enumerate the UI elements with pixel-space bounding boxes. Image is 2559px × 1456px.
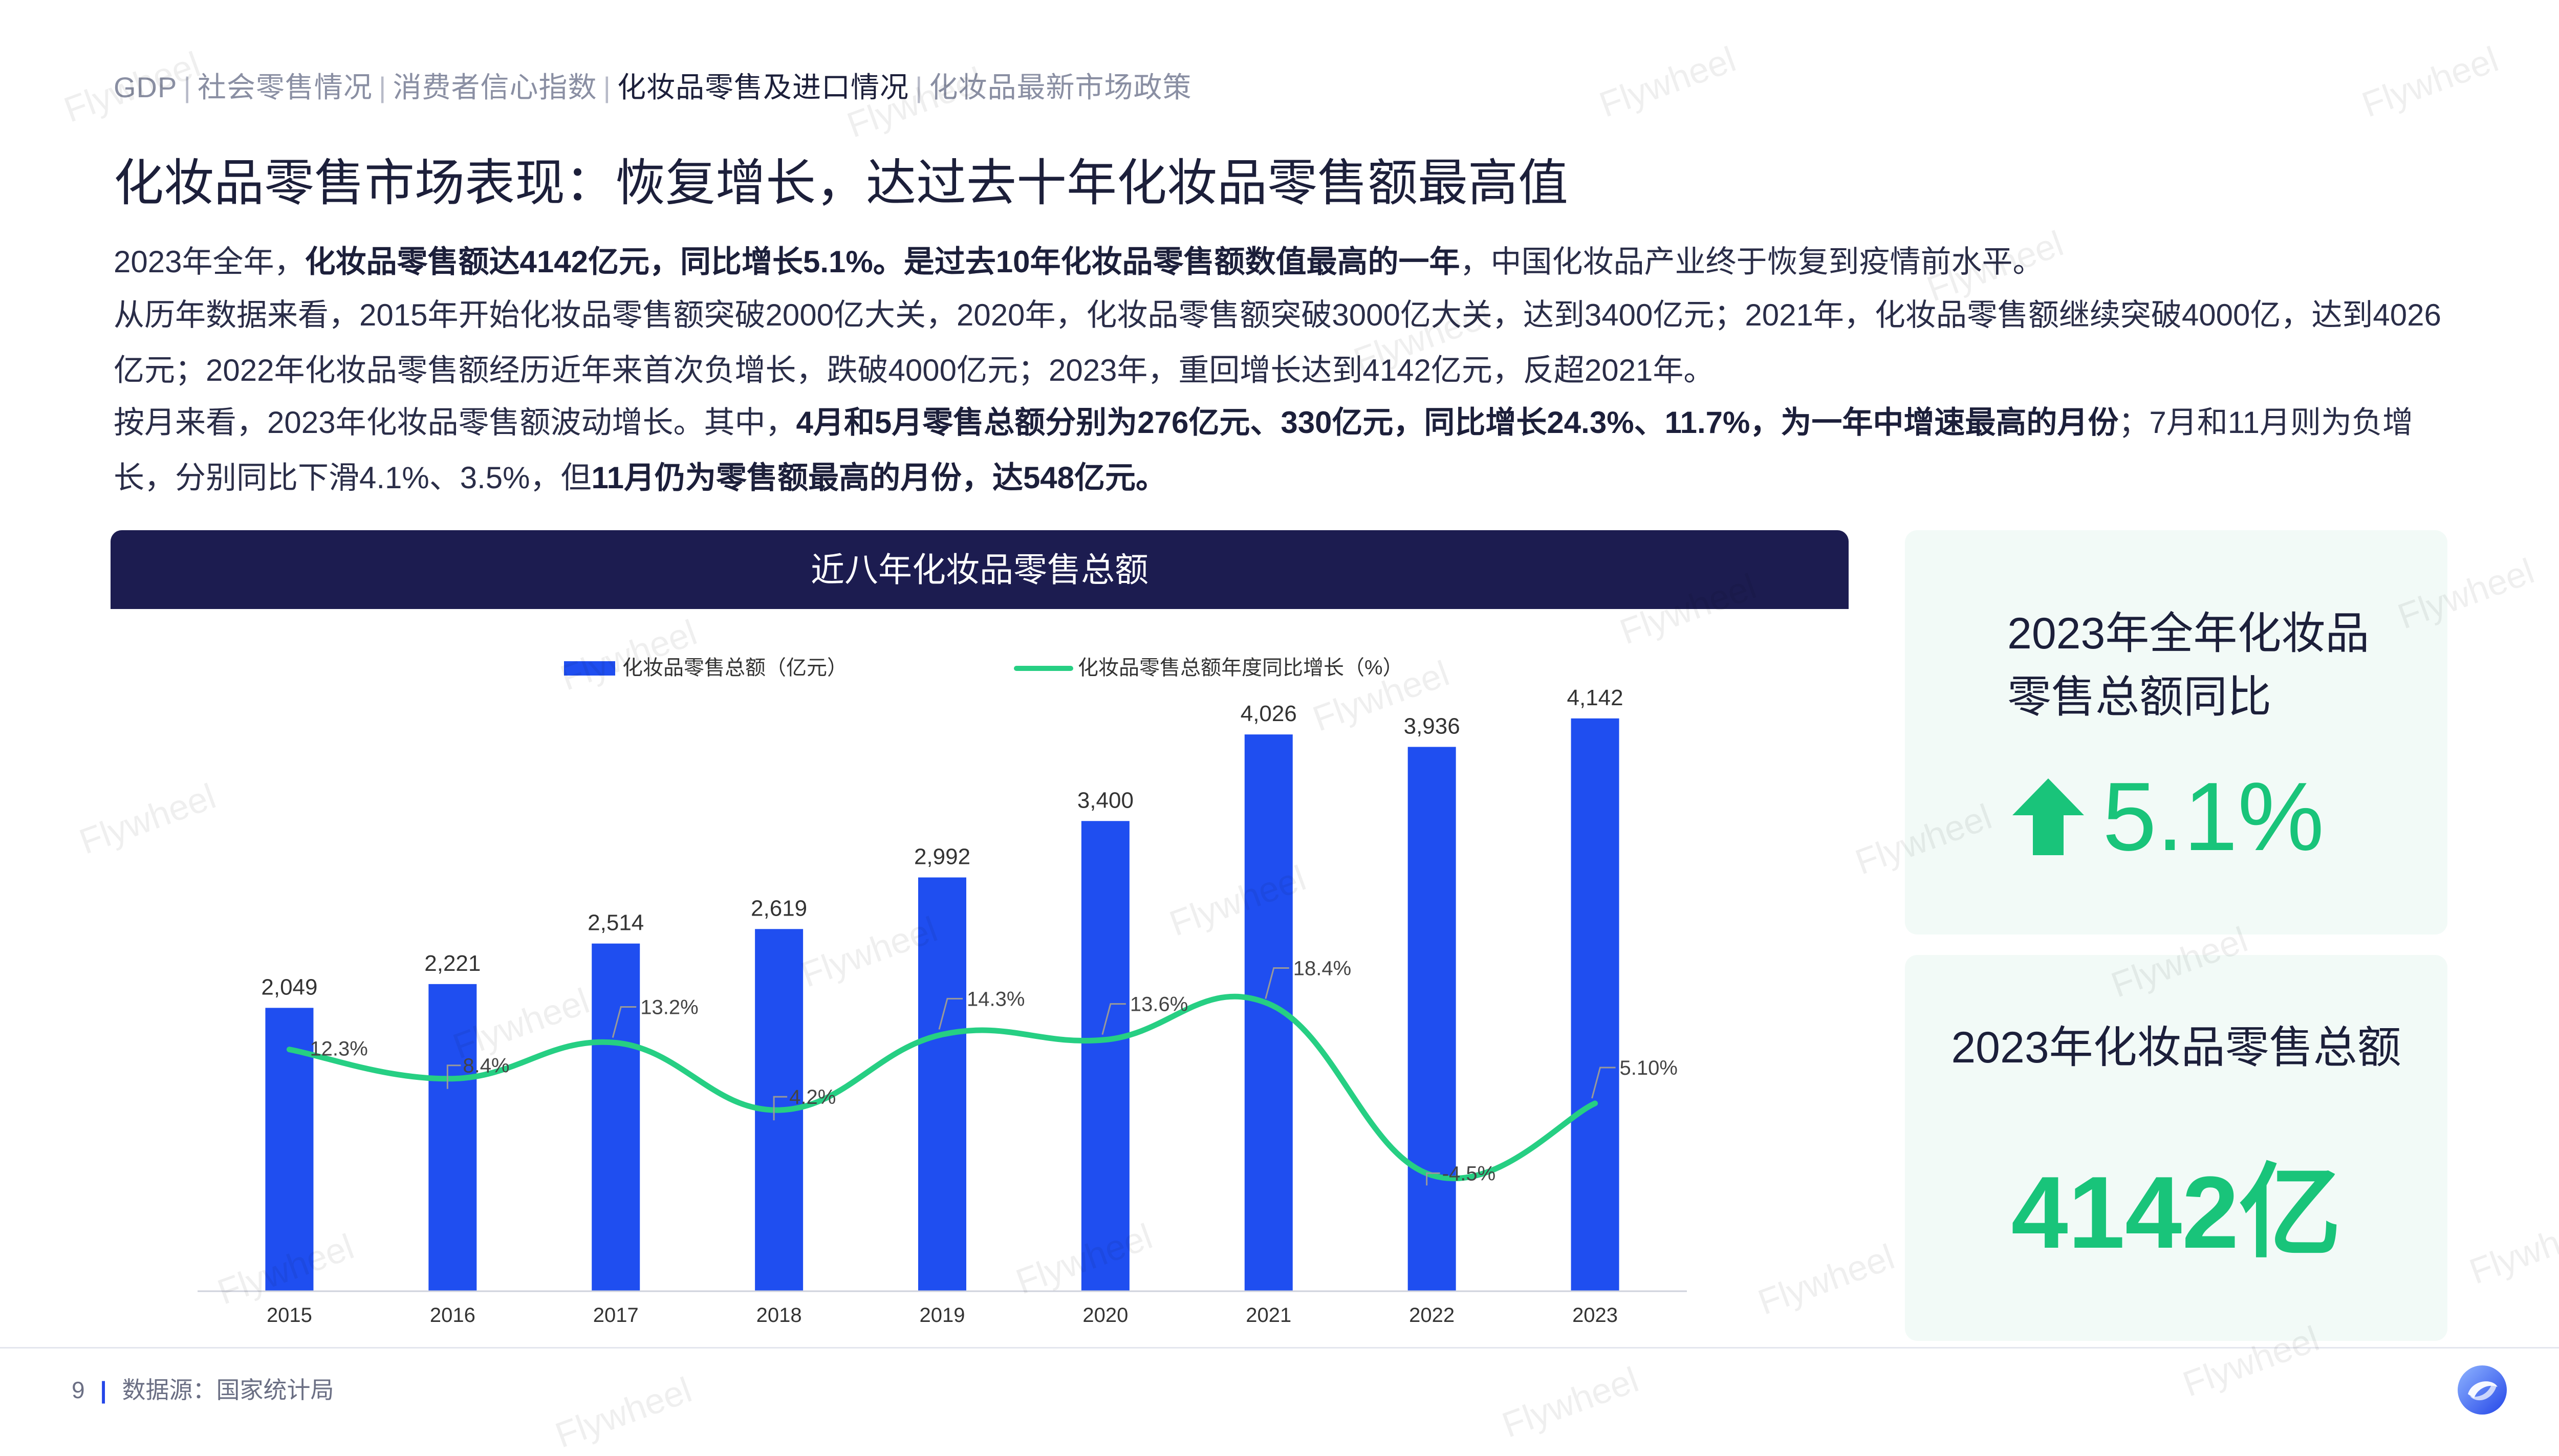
chart-panel: 近八年化妆品零售总额 化妆品零售总额（亿元） 化妆品零售总额年度同比增长（%） 2,… — [111, 530, 1849, 1341]
footer-separator: | — [100, 1377, 107, 1403]
bar-value-label: 3,400 — [1077, 788, 1134, 813]
line-label-leader — [446, 1064, 461, 1089]
x-tick-label: 2023 — [1572, 1304, 1618, 1327]
nav-separator: | — [915, 71, 923, 103]
page-number: 9 — [72, 1377, 85, 1403]
line-value-label: 4.2% — [789, 1086, 836, 1109]
p1-text-end: ，中国化妆品产业终于恢复到疫情前水平。 — [1460, 245, 2044, 279]
kpi-card-growth: 2023年全年化妆品零售总额同比 5.1% — [1905, 530, 2447, 935]
line-value-label: 18.4% — [1293, 957, 1351, 980]
bar-2017 — [592, 943, 640, 1291]
p1-highlight: 化妆品零售额达4142亿元，同比增长5.1%。是过去10年化妆品零售额数值最高的… — [305, 245, 1460, 279]
p1-text: 2023年全年， — [114, 245, 305, 279]
bar-2023 — [1571, 718, 1619, 1291]
p3-text-mid: ；7月和11月则为负增长，分别同比下滑4.1%、3.5%，但 — [114, 405, 2414, 495]
line-value-label: 5.10% — [1620, 1057, 1678, 1079]
kpi-total-value: 4142亿 — [2011, 1156, 2341, 1270]
watermark: Flywheel — [2356, 39, 2504, 125]
x-tick-label: 2016 — [430, 1304, 475, 1327]
bar-value-label: 2,992 — [914, 844, 970, 870]
bar-value-label: 2,619 — [751, 896, 807, 921]
p3-highlight: 4月和5月零售总额分别为276亿元、330亿元，同比增长24.3%、11.7%，… — [796, 405, 2119, 440]
data-source: 数据源：国家统计局 — [122, 1377, 334, 1403]
summary-paragraph: 2023年全年，化妆品零售额达4142亿元，同比增长5.1%。是过去10年化妆品… — [114, 234, 2447, 290]
watermark: Flywheel — [1497, 1359, 1644, 1445]
line-value-label: -4.5% — [1442, 1162, 1496, 1185]
chart-header: 近八年化妆品零售总额 — [111, 530, 1849, 609]
page-title: 化妆品零售市场表现：恢复增长，达过去十年化妆品零售额最高值 — [114, 155, 1569, 211]
p3-text: 按月来看，2023年化妆品零售额波动增长。其中， — [114, 405, 796, 440]
kpi-growth-value: 5.1% — [2102, 763, 2325, 871]
bar-value-label: 3,936 — [1404, 713, 1460, 738]
kpi-card-total: 2023年化妆品零售总额 4142亿 — [1905, 955, 2447, 1341]
line-label-leader — [1101, 1003, 1126, 1035]
section-nav: GDP | 社会零售情况 | 消费者信心指数 | 化妆品零售及进口情况 | 化妆品最新市场政策 — [114, 64, 1192, 106]
bar-2016 — [428, 984, 477, 1291]
watermark: Flywheel — [2464, 1206, 2559, 1292]
footer: 9 | 数据源：国家统计局 — [72, 1372, 334, 1405]
nav-separator: | — [183, 71, 191, 103]
nav-item-gdp[interactable]: GDP — [114, 71, 178, 103]
x-tick-label: 2020 — [1082, 1304, 1128, 1327]
legend-swatch-bar — [564, 661, 615, 676]
growth-line — [286, 993, 1598, 1182]
line-value-label: 13.6% — [1130, 993, 1188, 1016]
nav-separator: | — [378, 71, 387, 103]
kpi-growth-title: 2023年全年化妆品零售总额同比 — [2007, 609, 2370, 722]
line-label-leader — [1265, 967, 1289, 999]
x-tick-label: 2019 — [920, 1304, 965, 1327]
watermark: Flywheel — [550, 1370, 697, 1455]
line-value-label: 13.2% — [640, 996, 698, 1018]
line-label-leader — [938, 997, 963, 1030]
bar-2022 — [1407, 747, 1456, 1291]
bar-value-label: 2,514 — [588, 910, 644, 936]
bar-value-label: 2,049 — [261, 974, 317, 999]
kpi-growth-value-row: 5.1% — [2012, 763, 2325, 871]
watermark: Flywheel — [58, 44, 206, 130]
line-label-leader — [1591, 1067, 1616, 1099]
nav-item-cosmetics-retail[interactable]: 化妆品零售及进口情况 — [617, 71, 909, 103]
line-label-leader — [612, 1006, 637, 1038]
x-tick-label: 2017 — [593, 1304, 639, 1327]
monthly-paragraph: 按月来看，2023年化妆品零售额波动增长。其中，4月和5月零售总额分别为276亿… — [114, 395, 2447, 506]
bar-value-label: 4,142 — [1567, 685, 1623, 710]
nav-separator: | — [603, 71, 611, 103]
line-value-label: 8.4% — [463, 1055, 509, 1077]
footer-divider — [0, 1347, 2559, 1349]
bar-2020 — [1081, 821, 1130, 1291]
x-tick-label: 2021 — [1246, 1304, 1291, 1327]
nav-item-retail[interactable]: 社会零售情况 — [197, 71, 373, 103]
p3-highlight-end: 11月仍为零售额最高的月份，达548亿元。 — [591, 461, 1167, 495]
kpi-total-title: 2023年化妆品零售总额 — [1951, 1023, 2401, 1072]
line-value-label: 12.3% — [310, 1038, 367, 1060]
bar-value-label: 4,026 — [1241, 701, 1297, 726]
arrow-up-icon — [2012, 778, 2084, 855]
legend-label-bar: 化妆品零售总额（亿元） — [622, 657, 848, 679]
x-tick-label: 2015 — [267, 1304, 312, 1327]
x-tick-label: 2022 — [1409, 1304, 1455, 1327]
nav-item-confidence[interactable]: 消费者信心指数 — [393, 71, 597, 103]
bar-2019 — [918, 877, 966, 1291]
line-label-leader — [773, 1096, 788, 1121]
history-paragraph: 从历年数据来看，2015年开始化妆品零售额突破2000亿大关，2020年，化妆品… — [114, 298, 2441, 387]
nav-item-policy[interactable]: 化妆品最新市场政策 — [929, 71, 1192, 103]
watermark: Flywheel — [1594, 39, 1741, 125]
line-value-label: 14.3% — [967, 988, 1025, 1010]
legend-label-line: 化妆品零售总额年度同比增长（%） — [1078, 657, 1403, 679]
line-label-leader — [1426, 1172, 1440, 1186]
flywheel-logo-icon — [2458, 1365, 2507, 1415]
bar-value-label: 2,221 — [424, 951, 481, 976]
x-tick-label: 2018 — [756, 1304, 802, 1327]
retail-chart: 化妆品零售总额（亿元） 化妆品零售总额年度同比增长（%） 2,049 2,221 2,5… — [198, 657, 1687, 1327]
